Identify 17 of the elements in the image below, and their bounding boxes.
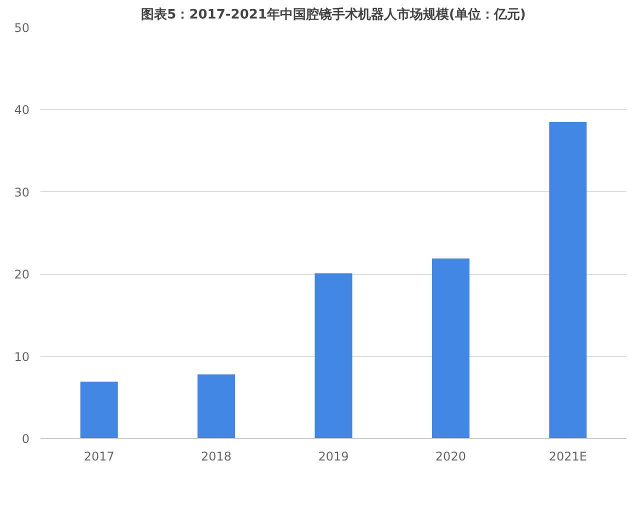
- y-tick-label: 30: [14, 185, 30, 200]
- x-tick-label: 2018: [201, 450, 232, 464]
- bar: [432, 258, 470, 438]
- x-tick-label: 2020: [435, 450, 466, 464]
- bar: [80, 382, 118, 438]
- x-tick-label: 2019: [318, 450, 349, 464]
- x-tick-label: 2017: [84, 450, 114, 464]
- bar: [314, 273, 352, 438]
- bar: [198, 374, 236, 438]
- y-tick-label: 10: [14, 350, 30, 364]
- x-tick-label: 2021E: [548, 450, 587, 464]
- y-tick-label: 40: [14, 103, 30, 118]
- y-tick-label: 20: [14, 268, 30, 282]
- y-tick-label: 50: [14, 21, 30, 35]
- bar: [549, 122, 587, 438]
- chart-title: 图表5：2017-2021年中国腔镜手术机器人市场规模(单位：亿元): [141, 6, 526, 22]
- y-tick-label: 0: [22, 432, 30, 446]
